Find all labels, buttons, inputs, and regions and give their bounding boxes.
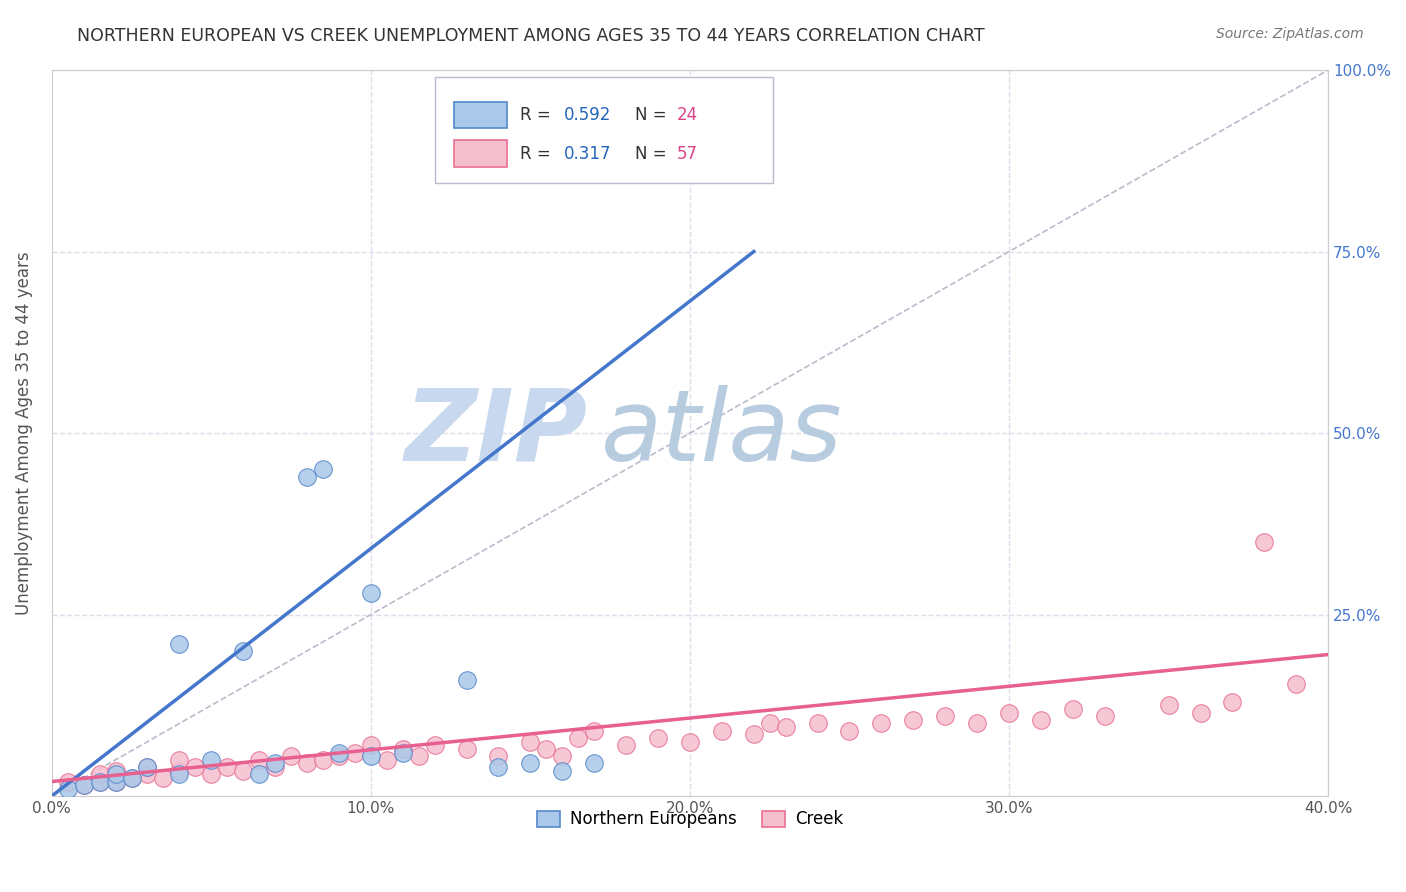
Point bbox=[391, 746, 413, 760]
Point bbox=[679, 734, 702, 748]
Point bbox=[104, 767, 127, 781]
Point bbox=[152, 771, 174, 785]
Point bbox=[758, 716, 780, 731]
Text: R =: R = bbox=[520, 106, 557, 124]
Point bbox=[567, 731, 589, 745]
Point bbox=[1094, 709, 1116, 723]
Point bbox=[1157, 698, 1180, 713]
Point bbox=[136, 767, 159, 781]
Text: 57: 57 bbox=[678, 145, 699, 162]
Point bbox=[742, 727, 765, 741]
Point bbox=[519, 734, 541, 748]
Point bbox=[136, 760, 159, 774]
Point bbox=[1062, 702, 1084, 716]
Point bbox=[280, 749, 302, 764]
Point bbox=[456, 673, 478, 687]
Point bbox=[870, 716, 893, 731]
Point bbox=[247, 767, 270, 781]
Point bbox=[136, 760, 159, 774]
Point bbox=[56, 774, 79, 789]
Point bbox=[1253, 535, 1275, 549]
Point bbox=[423, 739, 446, 753]
Point bbox=[169, 637, 191, 651]
Point bbox=[169, 767, 191, 781]
Point bbox=[232, 764, 254, 778]
Point bbox=[232, 644, 254, 658]
Text: 0.592: 0.592 bbox=[564, 106, 612, 124]
Text: N =: N = bbox=[636, 106, 672, 124]
Point bbox=[375, 753, 398, 767]
FancyBboxPatch shape bbox=[434, 78, 773, 183]
Point bbox=[360, 739, 382, 753]
Text: N =: N = bbox=[636, 145, 672, 162]
Point bbox=[966, 716, 988, 731]
Point bbox=[89, 767, 111, 781]
Text: atlas: atlas bbox=[600, 384, 842, 482]
Point bbox=[456, 742, 478, 756]
Point bbox=[121, 771, 143, 785]
Point bbox=[360, 749, 382, 764]
Text: 24: 24 bbox=[678, 106, 699, 124]
Point bbox=[89, 774, 111, 789]
Text: 0.317: 0.317 bbox=[564, 145, 612, 162]
Point bbox=[184, 760, 207, 774]
Point bbox=[169, 764, 191, 778]
Point bbox=[710, 723, 733, 738]
Text: NORTHERN EUROPEAN VS CREEK UNEMPLOYMENT AMONG AGES 35 TO 44 YEARS CORRELATION CH: NORTHERN EUROPEAN VS CREEK UNEMPLOYMENT … bbox=[77, 27, 986, 45]
Point bbox=[328, 746, 350, 760]
Point bbox=[295, 469, 318, 483]
Point bbox=[551, 749, 574, 764]
Point bbox=[1029, 713, 1052, 727]
Point bbox=[73, 778, 96, 792]
Point bbox=[200, 753, 222, 767]
Point bbox=[488, 760, 510, 774]
Point bbox=[169, 753, 191, 767]
Point bbox=[775, 720, 797, 734]
Point bbox=[121, 771, 143, 785]
Point bbox=[998, 706, 1021, 720]
Point bbox=[934, 709, 956, 723]
Point bbox=[838, 723, 860, 738]
Point bbox=[519, 756, 541, 771]
Point bbox=[56, 781, 79, 796]
Point bbox=[312, 462, 335, 476]
Point bbox=[104, 774, 127, 789]
Text: R =: R = bbox=[520, 145, 557, 162]
Point bbox=[104, 764, 127, 778]
Point bbox=[328, 749, 350, 764]
Point bbox=[647, 731, 669, 745]
Point bbox=[1189, 706, 1212, 720]
Point bbox=[488, 749, 510, 764]
Point bbox=[104, 774, 127, 789]
Point bbox=[806, 716, 828, 731]
Point bbox=[295, 756, 318, 771]
Point bbox=[264, 756, 287, 771]
FancyBboxPatch shape bbox=[454, 102, 508, 128]
Point bbox=[89, 774, 111, 789]
Text: ZIP: ZIP bbox=[405, 384, 588, 482]
Point bbox=[247, 753, 270, 767]
Point bbox=[312, 753, 335, 767]
Point bbox=[551, 764, 574, 778]
FancyBboxPatch shape bbox=[454, 140, 508, 167]
Point bbox=[391, 742, 413, 756]
Point bbox=[583, 723, 606, 738]
Point bbox=[217, 760, 239, 774]
Point bbox=[614, 739, 637, 753]
Legend: Northern Europeans, Creek: Northern Europeans, Creek bbox=[530, 804, 851, 835]
Point bbox=[73, 778, 96, 792]
Point bbox=[583, 756, 606, 771]
Point bbox=[264, 760, 287, 774]
Point bbox=[408, 749, 430, 764]
Point bbox=[903, 713, 925, 727]
Point bbox=[343, 746, 366, 760]
Point bbox=[1222, 695, 1244, 709]
Text: Source: ZipAtlas.com: Source: ZipAtlas.com bbox=[1216, 27, 1364, 41]
Y-axis label: Unemployment Among Ages 35 to 44 years: Unemployment Among Ages 35 to 44 years bbox=[15, 252, 32, 615]
Point bbox=[200, 767, 222, 781]
Point bbox=[1285, 676, 1308, 690]
Point bbox=[536, 742, 558, 756]
Point bbox=[360, 586, 382, 600]
